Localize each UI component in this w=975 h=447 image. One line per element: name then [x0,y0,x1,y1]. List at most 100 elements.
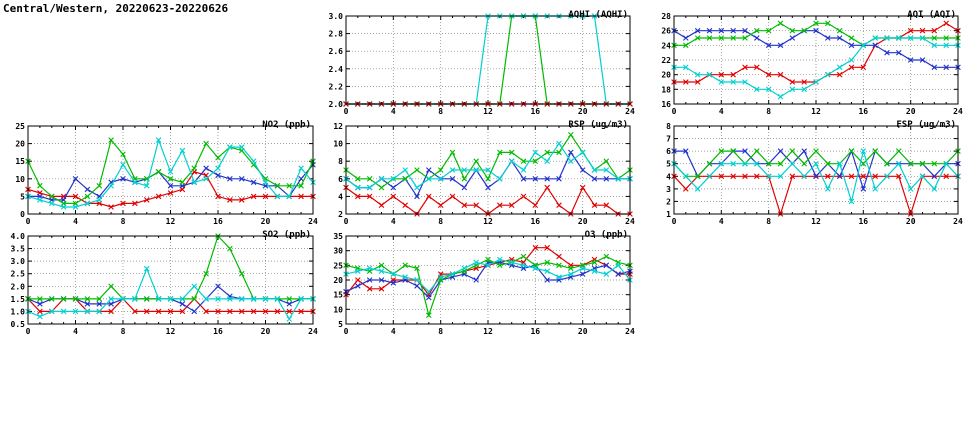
rsp-chart: 2 4 6 8 10 12 0 4 8 12 16 20 24 RSP (ug/m3) [320,120,635,228]
svg-text:8: 8 [766,107,771,116]
svg-text:8: 8 [338,157,343,166]
svg-text:0: 0 [672,217,677,226]
chart-title-fsp: FSP (ug/m3) [896,120,956,130]
svg-text:0: 0 [20,210,25,219]
svg-text:8: 8 [438,327,443,336]
svg-text:16: 16 [213,217,223,226]
chart-title-aqi: AQI (AQI) [907,10,956,20]
svg-text:12: 12 [166,217,176,226]
svg-text:12: 12 [483,327,493,336]
svg-text:20: 20 [578,217,588,226]
svg-text:24: 24 [308,217,318,226]
svg-text:6: 6 [666,147,671,156]
svg-text:24: 24 [625,327,635,336]
svg-text:1: 1 [666,210,671,219]
svg-text:2.2: 2.2 [329,82,344,91]
svg-text:10: 10 [15,175,25,184]
svg-text:3.0: 3.0 [11,257,26,266]
svg-text:4: 4 [73,217,78,226]
svg-text:0.5: 0.5 [11,320,26,329]
svg-text:15: 15 [15,157,25,166]
svg-text:28: 28 [661,12,671,21]
aqi-chart: 16 18 20 22 24 26 28 0 4 8 12 16 20 24 AQI (AQI) [648,10,963,118]
svg-text:24: 24 [308,327,318,336]
svg-text:20: 20 [15,140,25,149]
svg-text:20: 20 [261,217,271,226]
svg-text:0: 0 [672,107,677,116]
aqhi-chart: 2.0 2.2 2.4 2.6 2.8 3.0 0 4 8 12 16 20 24 AQHI (AQHI… [320,10,635,118]
chart-title-o3: O3 (ppb) [584,230,628,240]
svg-text:1.5: 1.5 [11,295,26,304]
svg-text:12: 12 [483,107,493,116]
svg-text:18: 18 [661,85,671,94]
svg-text:1.0: 1.0 [11,307,26,316]
chart-title-rsp: RSP (ug/m3) [568,120,628,130]
svg-text:4: 4 [391,107,396,116]
svg-text:12: 12 [811,217,821,226]
chart-title-aqhi: AQHI (AQHI) [568,10,628,20]
svg-text:16: 16 [530,107,540,116]
svg-text:5: 5 [338,320,343,329]
svg-text:8: 8 [666,122,671,131]
chart-title-so2: SO2 (ppb) [262,230,311,240]
page-title: Central/Western, 20220623-20220626 [3,2,229,15]
svg-text:24: 24 [625,217,635,226]
svg-text:25: 25 [333,261,343,270]
svg-text:4.0: 4.0 [11,232,26,241]
svg-text:16: 16 [213,327,223,336]
so2-plot: 0.5 1.0 1.5 2.0 2.5 3.0 3.5 4.0 0 4 8 12 16 20 24 [11,232,318,336]
svg-text:0: 0 [26,217,31,226]
svg-text:4: 4 [391,327,396,336]
svg-text:2.5: 2.5 [11,270,26,279]
chart-title-no2: NO2 (ppb) [262,120,311,130]
svg-text:15: 15 [333,291,343,300]
fsp-chart: 1 2 3 4 5 6 7 8 0 4 8 12 16 20 24 FSP (ug/m3) [648,120,963,228]
svg-text:20: 20 [661,71,671,80]
svg-text:8: 8 [121,327,126,336]
svg-text:16: 16 [858,217,868,226]
svg-text:12: 12 [811,107,821,116]
svg-text:0: 0 [344,107,349,116]
svg-text:2.0: 2.0 [329,100,344,109]
svg-text:24: 24 [661,41,671,50]
aqhi-plot: 2.0 2.2 2.4 2.6 2.8 3.0 0 4 8 12 16 20 24 [329,12,635,116]
svg-text:5: 5 [666,160,671,169]
svg-text:4: 4 [719,217,724,226]
svg-text:22: 22 [661,56,671,65]
aqi-plot: 16 18 20 22 24 26 28 0 4 8 12 16 20 24 [661,12,963,116]
svg-text:16: 16 [858,107,868,116]
svg-text:16: 16 [661,100,671,109]
svg-text:4: 4 [666,172,671,181]
svg-text:24: 24 [953,107,963,116]
svg-text:4: 4 [338,192,343,201]
svg-text:2.6: 2.6 [329,47,344,56]
svg-text:7: 7 [666,135,671,144]
svg-text:20: 20 [578,327,588,336]
svg-text:24: 24 [625,107,635,116]
svg-text:20: 20 [261,327,271,336]
svg-text:12: 12 [166,327,176,336]
svg-text:0: 0 [26,327,31,336]
svg-text:2.0: 2.0 [11,282,26,291]
svg-text:0: 0 [344,327,349,336]
svg-text:3: 3 [666,185,671,194]
svg-text:4: 4 [73,327,78,336]
svg-text:10: 10 [333,305,343,314]
svg-text:20: 20 [906,107,916,116]
svg-text:20: 20 [906,217,916,226]
svg-text:4: 4 [391,217,396,226]
svg-text:20: 20 [578,107,588,116]
svg-text:16: 16 [530,327,540,336]
svg-text:25: 25 [15,122,25,131]
svg-text:20: 20 [333,276,343,285]
svg-text:2: 2 [338,210,343,219]
svg-text:12: 12 [483,217,493,226]
svg-text:5: 5 [20,192,25,201]
o3-chart: 5 10 15 20 25 30 35 0 4 8 12 16 20 24 O3 (ppb) [320,230,635,338]
no2-plot: 0 5 10 15 20 25 0 4 8 12 16 20 24 [15,122,318,226]
svg-text:24: 24 [953,217,963,226]
svg-text:8: 8 [438,217,443,226]
